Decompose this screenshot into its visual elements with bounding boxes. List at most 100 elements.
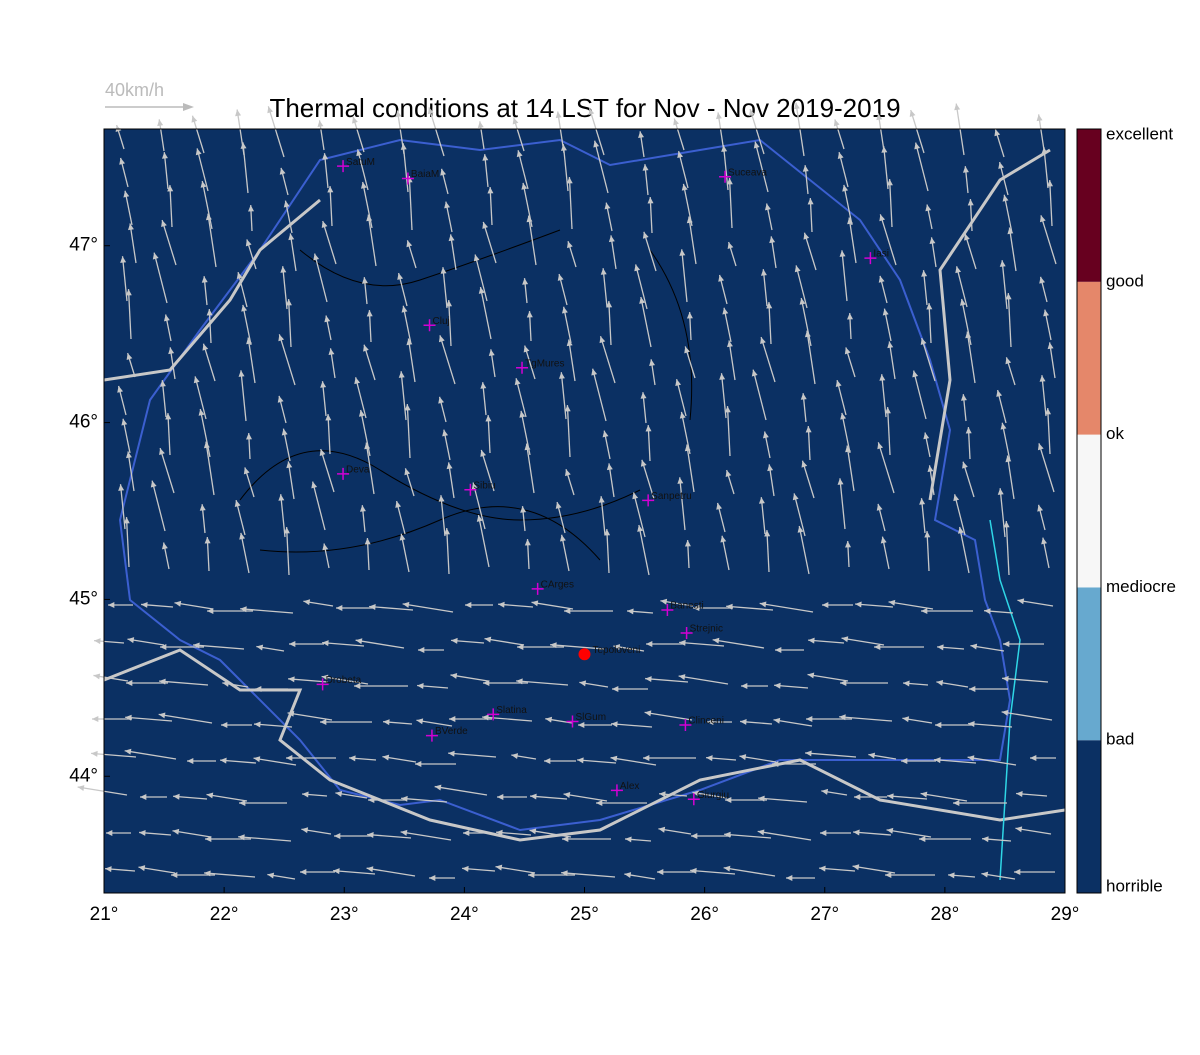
wind-arrow <box>632 492 646 538</box>
wind-arrow <box>287 461 295 500</box>
wind-arrow <box>953 494 966 536</box>
wind-arrowhead <box>202 343 209 351</box>
wind-arrowhead <box>646 641 653 647</box>
wind-arrowhead <box>360 181 367 189</box>
wind-arrowhead <box>482 714 489 721</box>
wind-arrow <box>806 330 816 385</box>
wind-arrow <box>839 478 846 530</box>
wind-arrowhead <box>706 755 713 762</box>
wind-arrowhead <box>161 542 168 550</box>
wind-arrowhead <box>1036 114 1043 122</box>
wind-arrow <box>853 831 892 836</box>
wind-arrowhead <box>105 866 112 873</box>
city-name: SlGum <box>575 712 606 723</box>
colorbar-label: good <box>1106 271 1144 290</box>
wind-arrowhead <box>1037 504 1044 512</box>
wind-arrowhead <box>398 371 405 378</box>
wind-arrowhead <box>842 184 849 192</box>
wind-arrowhead <box>679 411 686 419</box>
wind-arrow <box>644 711 693 721</box>
wind-arrowhead <box>726 178 733 185</box>
wind-arrowhead <box>879 214 886 222</box>
wind-arrow <box>686 444 695 493</box>
wind-arrowhead <box>497 794 504 800</box>
wind-arrowhead <box>819 865 826 872</box>
wind-arrowhead <box>764 203 771 211</box>
wind-arrowhead <box>193 642 200 649</box>
wind-arrowhead <box>909 110 916 117</box>
wind-arrow <box>278 334 296 386</box>
wind-arrowhead <box>647 197 654 204</box>
wind-arrowhead <box>327 186 334 193</box>
wind-arrowhead <box>923 432 930 440</box>
city-name: Cluj <box>433 316 450 327</box>
wind-arrowhead <box>286 461 293 469</box>
wind-arrowhead <box>927 465 934 473</box>
wind-arrowhead <box>718 274 725 282</box>
wind-arrow <box>679 641 725 647</box>
wind-arrowhead <box>564 405 571 412</box>
wind-arrowhead <box>807 198 814 205</box>
wind-arrowhead <box>1045 408 1052 415</box>
wind-arrow <box>805 752 857 758</box>
wind-arrow <box>887 795 928 800</box>
wind-arrowhead <box>1003 641 1010 647</box>
wind-arrow <box>712 639 765 649</box>
x-tick-label: 24° <box>450 904 479 925</box>
wind-arrowhead <box>482 154 489 161</box>
wind-arrowhead <box>440 267 447 274</box>
wind-arrow <box>450 674 489 682</box>
wind-arrowhead <box>220 757 227 764</box>
geography <box>103 138 1066 881</box>
wind-arrow <box>675 379 687 417</box>
wind-arrowhead <box>600 268 607 275</box>
wind-arrowhead <box>117 385 124 393</box>
wind-arrow <box>608 301 612 346</box>
wind-arrowhead <box>640 459 647 467</box>
wind-arrowhead <box>234 500 241 507</box>
wind-arrowhead <box>794 265 801 273</box>
wind-arrowhead <box>881 146 888 153</box>
wind-arrow <box>280 494 286 538</box>
wind-arrow <box>852 865 896 874</box>
wind-arrowhead <box>317 120 324 128</box>
wind-arrowhead <box>448 750 455 757</box>
x-tick-label: 26° <box>690 904 719 925</box>
wind-arrowhead <box>803 232 810 240</box>
wind-arrow <box>240 532 250 574</box>
wind-arrow <box>568 339 576 382</box>
wind-arrowhead <box>1039 215 1046 223</box>
wind-arrowhead <box>998 162 1005 169</box>
wind-arrowhead <box>925 204 932 212</box>
wind-arrowhead <box>643 755 650 761</box>
city-marker <box>680 627 693 640</box>
wind-arrowhead <box>799 297 806 305</box>
wind-arrowhead <box>760 269 767 276</box>
wind-arrow <box>201 180 213 230</box>
wind-arrowhead <box>128 223 134 231</box>
wind-arrowhead <box>957 526 964 534</box>
wind-arrowhead <box>716 112 722 120</box>
wind-arrowhead <box>204 537 211 544</box>
wind-arrow <box>1001 711 1053 721</box>
wind-arrow <box>320 448 335 493</box>
y-tick-label: 47° <box>69 235 98 256</box>
wind-arrowhead <box>625 836 632 843</box>
wind-arrowhead <box>150 480 157 488</box>
wind-arrow <box>723 867 776 877</box>
wind-arrowhead <box>205 213 212 221</box>
wind-arrowhead <box>322 153 329 160</box>
wind-arrow <box>1043 147 1049 189</box>
wind-arrow <box>448 752 497 758</box>
colorbar-segment <box>1077 740 1101 893</box>
wind-arrow <box>1041 375 1047 417</box>
city-name: Suceava <box>728 167 767 178</box>
wind-arrow <box>915 142 929 192</box>
wind-arrowhead <box>588 108 595 116</box>
city-name: TgMures <box>525 358 564 369</box>
wind-arrow <box>679 477 686 531</box>
wind-arrowhead <box>288 233 295 241</box>
wind-arrow <box>588 107 605 156</box>
wind-arrowhead <box>451 637 458 644</box>
wind-arrowhead <box>912 370 919 378</box>
